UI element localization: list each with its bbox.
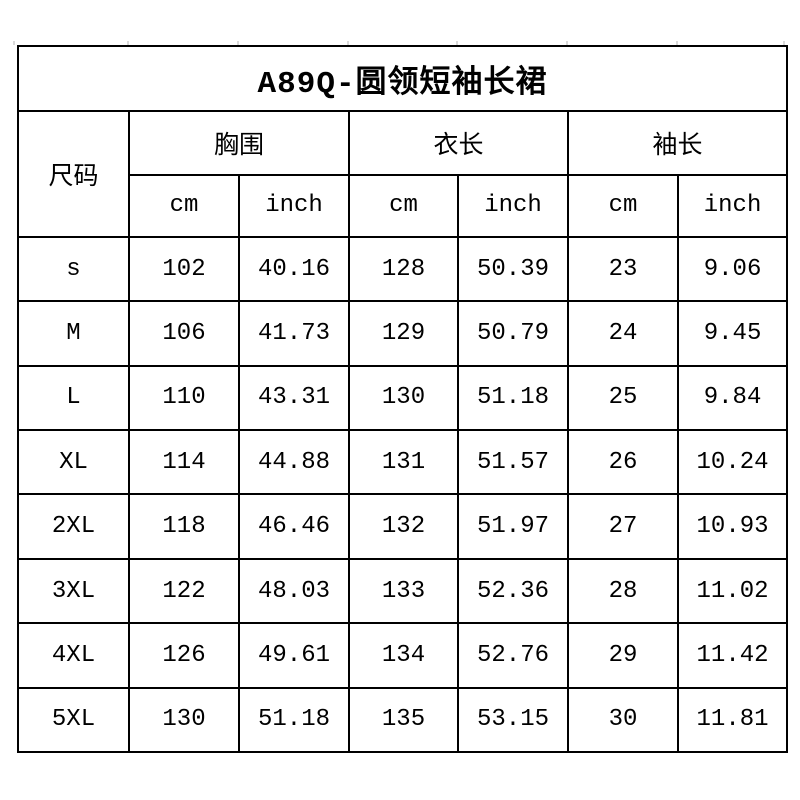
size-cell: L bbox=[17, 364, 130, 432]
table-row: 4XL 126 49.61 134 52.76 29 11.42 bbox=[17, 622, 789, 689]
table-cell: 30 bbox=[567, 686, 679, 754]
size-cell: 2XL bbox=[17, 493, 130, 560]
size-cell: M bbox=[17, 300, 130, 367]
table-cell: 28 bbox=[567, 557, 679, 625]
size-chart-table: A89Q-圆领短袖长裙 尺码 胸围 衣长 袖长 cm inch cm inch … bbox=[16, 44, 789, 754]
unit-header-inch: inch bbox=[676, 173, 789, 239]
table-cell: 29 bbox=[567, 622, 679, 689]
table-cell: 51.18 bbox=[238, 686, 350, 754]
size-cell: 5XL bbox=[17, 686, 130, 754]
table-cell: 25 bbox=[567, 364, 679, 432]
table-cell: 52.36 bbox=[457, 557, 569, 625]
table-cell: 51.18 bbox=[457, 364, 569, 432]
table-cell: 11.42 bbox=[676, 622, 789, 689]
table-cell: 126 bbox=[128, 622, 240, 689]
table-row: s 102 40.16 128 50.39 23 9.06 bbox=[17, 236, 789, 303]
column-header-size: 尺码 bbox=[17, 110, 130, 239]
unit-header-inch: inch bbox=[457, 173, 569, 239]
table-cell: 132 bbox=[348, 493, 459, 560]
size-cell: XL bbox=[17, 429, 130, 496]
table-cell: 46.46 bbox=[238, 493, 350, 560]
table-cell: 9.06 bbox=[676, 236, 789, 303]
table-cell: 51.97 bbox=[457, 493, 569, 560]
table-cell: 122 bbox=[128, 557, 240, 625]
table-cell: 48.03 bbox=[238, 557, 350, 625]
table-row: 5XL 130 51.18 135 53.15 30 11.81 bbox=[17, 686, 789, 754]
table-cell: 10.93 bbox=[676, 493, 789, 560]
table-cell: 9.84 bbox=[676, 364, 789, 432]
table-cell: 128 bbox=[348, 236, 459, 303]
gridline-tick bbox=[237, 41, 239, 45]
table-cell: 23 bbox=[567, 236, 679, 303]
table-cell: 51.57 bbox=[457, 429, 569, 496]
table-cell: 131 bbox=[348, 429, 459, 496]
page-title: A89Q-圆领短袖长裙 bbox=[16, 44, 789, 113]
header-unit-row: cm inch cm inch cm inch bbox=[18, 173, 789, 239]
unit-header-cm: cm bbox=[128, 173, 240, 239]
table-cell: 44.88 bbox=[238, 429, 350, 496]
unit-header-inch: inch bbox=[238, 173, 350, 239]
unit-header-cm: cm bbox=[348, 173, 459, 239]
table-cell: 24 bbox=[567, 300, 679, 367]
table-cell: 118 bbox=[128, 493, 240, 560]
size-cell: s bbox=[17, 236, 130, 303]
table-cell: 114 bbox=[128, 429, 240, 496]
table-row: L 110 43.31 130 51.18 25 9.84 bbox=[17, 364, 789, 432]
column-header-length: 衣长 bbox=[348, 110, 569, 176]
table-cell: 50.39 bbox=[457, 236, 569, 303]
table-row: XL 114 44.88 131 51.57 26 10.24 bbox=[17, 429, 789, 496]
table-cell: 26 bbox=[567, 429, 679, 496]
table-cell: 43.31 bbox=[238, 364, 350, 432]
table-cell: 41.73 bbox=[238, 300, 350, 367]
table-cell: 130 bbox=[348, 364, 459, 432]
table-cell: 10.24 bbox=[676, 429, 789, 496]
gridline-tick bbox=[566, 41, 568, 45]
table-cell: 40.16 bbox=[238, 236, 350, 303]
size-cell: 4XL bbox=[17, 622, 130, 689]
gridline-tick bbox=[456, 41, 458, 45]
table-row: 2XL 118 46.46 132 51.97 27 10.93 bbox=[17, 493, 789, 560]
unit-header-cm: cm bbox=[567, 173, 679, 239]
table-cell: 134 bbox=[348, 622, 459, 689]
table-cell: 52.76 bbox=[457, 622, 569, 689]
gridline-tick bbox=[676, 41, 678, 45]
gridline-tick bbox=[13, 41, 15, 45]
table-cell: 102 bbox=[128, 236, 240, 303]
table-cell: 9.45 bbox=[676, 300, 789, 367]
table-cell: 53.15 bbox=[457, 686, 569, 754]
column-header-bust: 胸围 bbox=[128, 110, 350, 176]
column-header-sleeve: 袖长 bbox=[566, 110, 789, 176]
table-cell: 11.02 bbox=[676, 557, 789, 625]
title-row: A89Q-圆领短袖长裙 bbox=[16, 44, 789, 113]
gridline-tick bbox=[347, 41, 349, 45]
table-cell: 130 bbox=[128, 686, 240, 754]
table-cell: 110 bbox=[128, 364, 240, 432]
table-cell: 135 bbox=[348, 686, 459, 754]
size-chart: A89Q-圆领短袖长裙 尺码 胸围 衣长 袖长 cm inch cm inch … bbox=[16, 44, 789, 754]
table-cell: 129 bbox=[348, 300, 459, 367]
table-cell: 133 bbox=[348, 557, 459, 625]
header-group-row: 尺码 胸围 衣长 袖长 bbox=[17, 110, 789, 239]
size-cell: 3XL bbox=[17, 557, 130, 625]
table-cell: 27 bbox=[567, 493, 679, 560]
table-cell: 106 bbox=[128, 300, 240, 367]
table-row: 3XL 122 48.03 133 52.36 28 11.02 bbox=[17, 557, 789, 625]
gridline-tick bbox=[127, 41, 129, 45]
table-cell: 50.79 bbox=[457, 300, 569, 367]
table-cell: 49.61 bbox=[238, 622, 350, 689]
gridline-tick bbox=[783, 41, 785, 45]
table-row: M 106 41.73 129 50.79 24 9.45 bbox=[17, 300, 789, 367]
table-cell: 11.81 bbox=[676, 686, 789, 754]
